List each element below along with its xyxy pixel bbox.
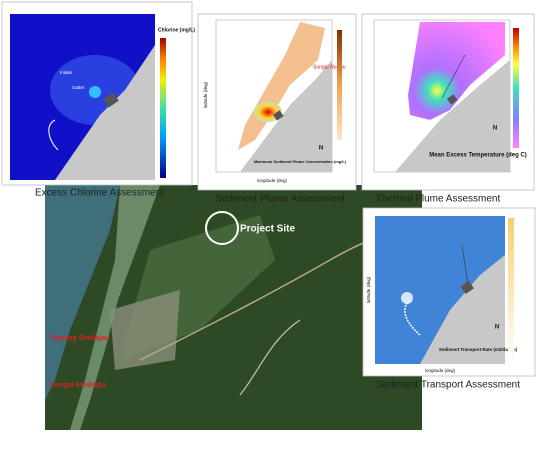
- caption: Sediment Plume Assessment: [215, 194, 345, 205]
- structure: [447, 94, 458, 105]
- land: [240, 60, 332, 172]
- outfall-pipe: [461, 244, 469, 286]
- sediment-transport-inset: N Sediment Transport Rate (m3/day/m) lon…: [362, 207, 536, 377]
- deposition: [401, 292, 413, 304]
- project-site-label: Project Site: [240, 224, 295, 235]
- breakwater: [48, 119, 59, 151]
- north-label: N: [319, 146, 323, 152]
- map-sea: [45, 185, 120, 400]
- annotation: Sungai Nyalau: [313, 64, 346, 70]
- outfall-pipe: [441, 54, 466, 99]
- legend-title: Sediment Transport Rate (m3/day/m): [439, 347, 518, 352]
- land: [55, 45, 155, 180]
- structure: [273, 110, 284, 121]
- chlorine-inset: Intake Outlet Chlorine (mg/L): [1, 1, 195, 186]
- thermal-plume-inset: N Mean Excess Temperature (deg C): [361, 13, 535, 191]
- caption: Sediment Transport Assessment: [376, 380, 520, 391]
- caption: Excess Chlorine Assessment: [35, 188, 164, 199]
- map-label: Intake: [60, 70, 73, 75]
- structure: [460, 280, 474, 294]
- y-axis-label: latitude (deg): [366, 276, 371, 303]
- x-axis-label: longitude (deg): [425, 368, 456, 373]
- colorbar: [160, 38, 166, 178]
- structure: [103, 92, 119, 108]
- y-axis-label: latitude (deg): [203, 81, 208, 108]
- colorbar: [337, 30, 342, 140]
- map-town: [110, 290, 180, 370]
- colorbar: [513, 28, 519, 148]
- north-label: N: [493, 126, 497, 132]
- x-axis-label: longitude (deg): [257, 178, 288, 183]
- legend-title: Mean Excess Temperature (deg C): [429, 153, 527, 159]
- project-site-circle: [205, 211, 239, 245]
- breakwater: [404, 299, 421, 336]
- map-river: [239, 319, 301, 396]
- colorbar: [508, 218, 514, 363]
- legend-title: Chlorine (mg/L): [158, 27, 195, 33]
- sediment-plume-inset: Sungai Nyalau N Maximum Sediment Plume C…: [197, 13, 357, 191]
- legend-title: Maximum Sediment Plume Concentration (mg…: [254, 159, 347, 164]
- caption: Thermal Plume Assessment: [376, 194, 501, 205]
- north-label: N: [495, 325, 499, 331]
- plume-core: [89, 86, 101, 98]
- place-label: Sungai Similajau: [50, 382, 106, 389]
- land: [395, 60, 510, 172]
- site-map: Project Site Tanjung Similajau Sungai Si…: [45, 185, 422, 430]
- land: [420, 255, 505, 364]
- place-label: Tanjung Similajau: [50, 335, 109, 342]
- map-label: Outlet: [72, 85, 85, 90]
- map-shore: [70, 185, 160, 430]
